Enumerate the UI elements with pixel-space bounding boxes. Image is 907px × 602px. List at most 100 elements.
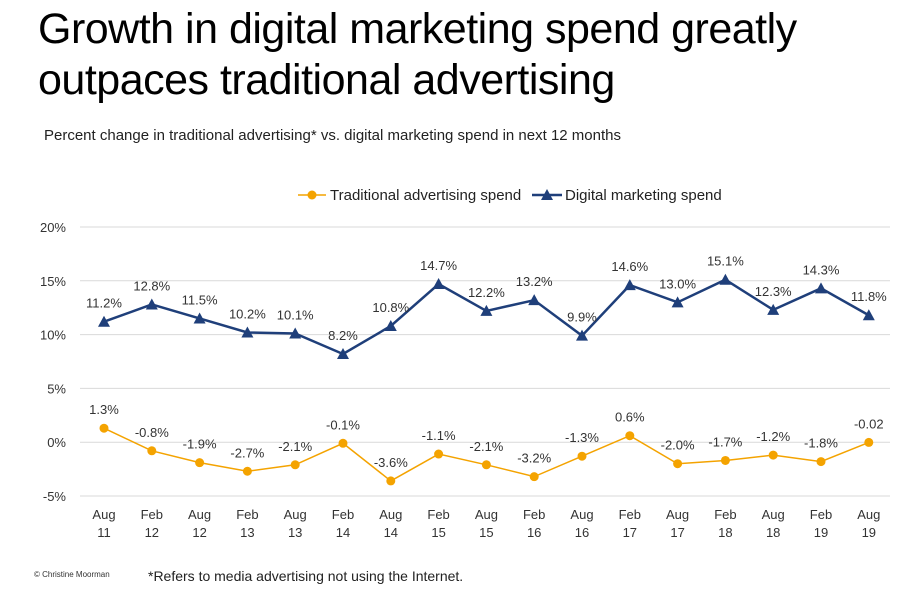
y-tick-label: 5% — [47, 381, 66, 396]
data-point-digital — [480, 304, 493, 316]
x-tick-label-year: 16 — [527, 525, 541, 540]
data-point-digital — [337, 347, 349, 359]
data-label: 14.6% — [611, 259, 648, 274]
x-tick-label-month: Aug — [188, 507, 211, 522]
x-tick-label-year: 15 — [479, 525, 493, 540]
data-point-digital — [241, 326, 254, 338]
data-label: 11.2% — [86, 296, 122, 311]
data-label: 15.1% — [707, 254, 744, 269]
data-label: 12.3% — [755, 284, 792, 299]
x-tick-label-year: 15 — [431, 525, 445, 540]
data-label: 13.0% — [659, 276, 696, 291]
data-label: 10.1% — [277, 308, 314, 323]
data-label: -1.7% — [708, 434, 742, 449]
x-tick-label-year: 12 — [192, 525, 206, 540]
data-label: -2.0% — [661, 438, 695, 453]
x-tick-label-year: 13 — [240, 525, 254, 540]
x-tick-label-year: 12 — [145, 525, 159, 540]
legend-marker-digital — [541, 189, 553, 200]
data-label: 14.7% — [420, 258, 457, 273]
series-line-traditional — [103, 427, 870, 482]
x-tick-label-month: Aug — [666, 507, 689, 522]
x-tick-label-month: Aug — [857, 507, 880, 522]
data-point-traditional — [625, 431, 635, 441]
data-point-digital — [145, 298, 158, 310]
data-point-traditional — [195, 458, 205, 468]
data-point-traditional — [768, 450, 778, 460]
data-point-traditional — [529, 472, 539, 482]
data-label: -0.1% — [326, 417, 360, 432]
x-tick-label-year: 14 — [384, 525, 398, 540]
x-tick-label-month: Feb — [810, 507, 832, 522]
data-point-digital — [289, 327, 302, 339]
data-label: 11.5% — [182, 292, 218, 307]
x-tick-label-month: Aug — [475, 507, 498, 522]
data-label: -2.7% — [230, 445, 264, 460]
x-tick-label-year: 11 — [97, 525, 111, 540]
data-point-traditional — [481, 460, 491, 470]
x-tick-label-month: Aug — [379, 507, 402, 522]
x-tick-label-month: Feb — [714, 507, 736, 522]
data-point-digital — [98, 315, 110, 327]
data-label: 1.3% — [89, 402, 119, 417]
data-point-digital — [623, 279, 636, 291]
x-tick-label-year: 18 — [766, 525, 780, 540]
data-label: 9.9% — [567, 310, 597, 325]
chart-title-line-2: outpaces traditional advertising — [38, 56, 615, 104]
data-point-traditional — [673, 459, 683, 469]
data-label: 13.2% — [516, 274, 553, 289]
x-tick-label-month: Feb — [141, 507, 163, 522]
data-point-traditional — [864, 437, 874, 447]
x-tick-label-month: Aug — [284, 507, 307, 522]
chart-title-line-1: Growth in digital marketing spend greatl… — [38, 5, 797, 53]
y-tick-label: -5% — [43, 489, 67, 504]
x-tick-label-month: Feb — [236, 507, 258, 522]
x-tick-label-year: 19 — [862, 525, 876, 540]
data-label: 10.8% — [372, 300, 409, 315]
data-point-traditional — [434, 449, 444, 459]
x-tick-label-month: Aug — [92, 507, 115, 522]
data-point-traditional — [816, 457, 826, 467]
x-tick-label-year: 13 — [288, 525, 302, 540]
copyright-notice: © Christine Moorman — [34, 570, 110, 579]
chart-subtitle: Percent change in traditional advertisin… — [44, 127, 621, 144]
data-label: 12.2% — [468, 285, 505, 300]
legend-label-digital: Digital marketing spend — [565, 187, 722, 204]
x-tick-label-month: Feb — [332, 507, 354, 522]
data-point-traditional — [720, 455, 730, 465]
data-label: 12.8% — [133, 278, 170, 293]
data-point-digital — [862, 309, 875, 321]
data-label: -3.6% — [374, 455, 408, 470]
data-label: -1.8% — [804, 436, 838, 451]
data-point-traditional — [577, 451, 587, 461]
data-point-digital — [432, 278, 445, 290]
chart-title: Growth in digital marketing spend greatl… — [38, 4, 898, 106]
data-label: -0.02 — [854, 416, 884, 431]
x-tick-label-month: Aug — [570, 507, 593, 522]
data-label: -2.1% — [278, 439, 312, 454]
y-tick-label: 0% — [47, 435, 66, 450]
x-tick-label-year: 17 — [670, 525, 684, 540]
y-tick-label: 20% — [40, 220, 66, 235]
data-label: -0.8% — [135, 425, 169, 440]
data-label: -1.1% — [422, 428, 456, 443]
data-label: 11.8% — [851, 289, 887, 304]
data-label: 10.2% — [229, 306, 266, 321]
x-tick-label-year: 19 — [814, 525, 828, 540]
legend-label-traditional: Traditional advertising spend — [330, 187, 521, 204]
data-label: -3.2% — [517, 451, 551, 466]
x-tick-label-year: 16 — [575, 525, 589, 540]
x-tick-label-year: 18 — [718, 525, 732, 540]
data-label: -2.1% — [469, 439, 503, 454]
footnote: *Refers to media advertising not using t… — [148, 568, 464, 584]
x-tick-label-month: Feb — [427, 507, 449, 522]
data-point-digital — [671, 296, 684, 308]
data-point-traditional — [290, 460, 300, 470]
data-point-digital — [384, 319, 397, 331]
data-label: 14.3% — [803, 262, 840, 277]
x-tick-label-month: Feb — [619, 507, 641, 522]
x-tick-label-year: 17 — [623, 525, 637, 540]
x-tick-label-year: 14 — [336, 525, 350, 540]
data-label: -1.3% — [565, 430, 599, 445]
